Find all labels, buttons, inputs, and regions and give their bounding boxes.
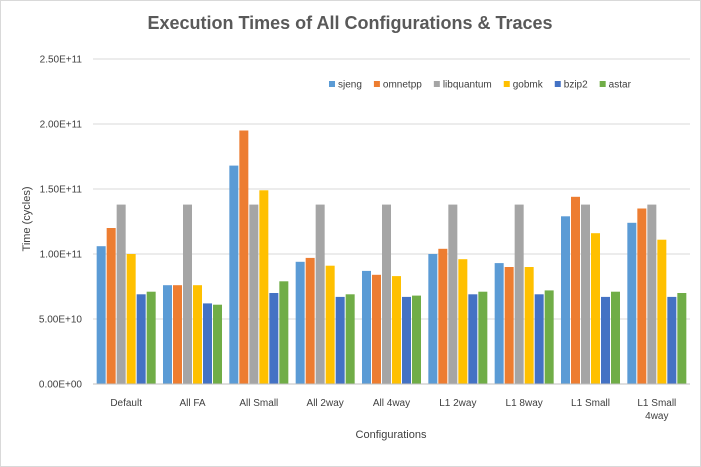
bar-astar [146, 291, 156, 384]
bar-omnetpp [504, 267, 514, 384]
bar-omnetpp [438, 248, 448, 384]
bar-libquantum [514, 204, 524, 384]
legend-item-bzip2: bzip2 [554, 80, 588, 91]
bar-bzip2 [534, 294, 544, 384]
bar-libquantum [647, 204, 657, 384]
bar-bzip2 [402, 296, 411, 384]
x-axis-title: Configurations [356, 429, 427, 441]
bar-astar [478, 291, 488, 384]
x-tick-label: All Small [239, 398, 278, 409]
bar-gobmk [193, 285, 202, 384]
chart-title: Execution Times of All Configurations & … [147, 13, 552, 33]
bar-omnetpp [106, 228, 116, 384]
x-tick-label: All 2way [307, 398, 344, 409]
legend-label: bzip2 [564, 80, 588, 91]
bar-astar [279, 281, 289, 384]
bar-gobmk [259, 190, 269, 384]
bar-gobmk [392, 276, 401, 384]
bar-omnetpp [637, 208, 647, 384]
bar-sjeng [295, 261, 305, 384]
legend-swatch [554, 81, 561, 87]
bar-libquantum [382, 204, 391, 384]
bar-bzip2 [468, 294, 478, 384]
legend-label: astar [609, 80, 632, 91]
bar-libquantum [116, 204, 126, 384]
bar-bzip2 [601, 296, 610, 384]
bar-libquantum [581, 204, 590, 384]
bar-omnetpp [305, 257, 315, 384]
legend-item-omnetpp: omnetpp [373, 80, 422, 91]
legend-item-astar: astar [599, 80, 632, 91]
bar-omnetpp [372, 274, 381, 384]
legend-item-gobmk: gobmk [503, 80, 544, 91]
x-tick-label: L1 Small 4way [637, 398, 676, 422]
bar-sjeng [163, 285, 172, 384]
bar-gobmk [325, 265, 335, 384]
bar-libquantum [183, 204, 192, 384]
bar-libquantum [315, 204, 325, 384]
y-axis-title: Time (cycles) [21, 187, 33, 252]
bar-astar [611, 291, 620, 384]
bar-omnetpp [571, 196, 580, 384]
legend-swatch [599, 81, 606, 87]
bar-sjeng [229, 165, 239, 384]
y-tick-label: 0.00E+00 [39, 380, 83, 391]
y-tick-label: 1.00E+11 [40, 250, 83, 261]
x-tick-label: L1 2way [439, 398, 476, 409]
legend-label: sjeng [338, 80, 362, 91]
x-tick-label: L1 8way [506, 398, 543, 409]
bar-sjeng [561, 216, 570, 384]
x-axis-tick-labels: Default All FA All Small All 2way All 4way L1… [110, 398, 676, 422]
bar-gobmk [591, 233, 600, 384]
bar-astar [345, 294, 355, 384]
bar-sjeng [362, 270, 371, 384]
legend-label: gobmk [513, 80, 544, 91]
bar-gobmk [657, 239, 667, 384]
y-tick-label: 1.50E+11 [40, 185, 83, 196]
x-tick-label: Default [110, 398, 142, 409]
bar-libquantum [249, 204, 259, 384]
bar-astar [677, 293, 687, 384]
legend-item-libquantum: libquantum [433, 80, 492, 91]
bar-astar [544, 290, 554, 384]
bar-gobmk [126, 254, 136, 384]
bar-bzip2 [335, 296, 345, 384]
bar-astar [213, 304, 222, 384]
bar-bzip2 [203, 303, 212, 384]
bar-sjeng [494, 263, 504, 384]
bar-bzip2 [136, 294, 146, 384]
y-axis-tick-labels: 0.00E+00 5.00E+10 1.00E+11 1.50E+11 2.00E+11… [39, 55, 83, 391]
legend-label: libquantum [443, 80, 492, 91]
bar-sjeng [627, 222, 637, 384]
legend: sjeng omnetpp libquantum gobmk bzip2 astar [329, 80, 632, 91]
bar-sjeng [96, 246, 106, 384]
legend-swatch [503, 81, 510, 87]
bar-sjeng [428, 254, 438, 384]
bar-gobmk [524, 267, 534, 384]
x-tick-label: L1 Small [571, 398, 610, 409]
legend-swatch [329, 81, 335, 87]
legend-swatch [373, 81, 380, 87]
y-tick-label: 2.00E+11 [40, 120, 83, 131]
bars [96, 130, 687, 384]
bar-bzip2 [269, 293, 279, 384]
bar-omnetpp [239, 130, 249, 384]
bar-bzip2 [667, 296, 677, 384]
bar-omnetpp [173, 285, 182, 384]
x-tick-label: All 4way [373, 398, 410, 409]
legend-item-sjeng: sjeng [329, 80, 362, 91]
bar-gobmk [458, 259, 468, 384]
gridlines [93, 58, 690, 320]
bar-astar [412, 295, 421, 384]
y-tick-label: 5.00E+10 [39, 315, 83, 326]
legend-swatch [433, 81, 440, 87]
x-tick-label: All FA [179, 398, 205, 409]
legend-label: omnetpp [383, 80, 422, 91]
y-tick-label: 2.50E+11 [40, 55, 83, 66]
bar-libquantum [448, 204, 458, 384]
